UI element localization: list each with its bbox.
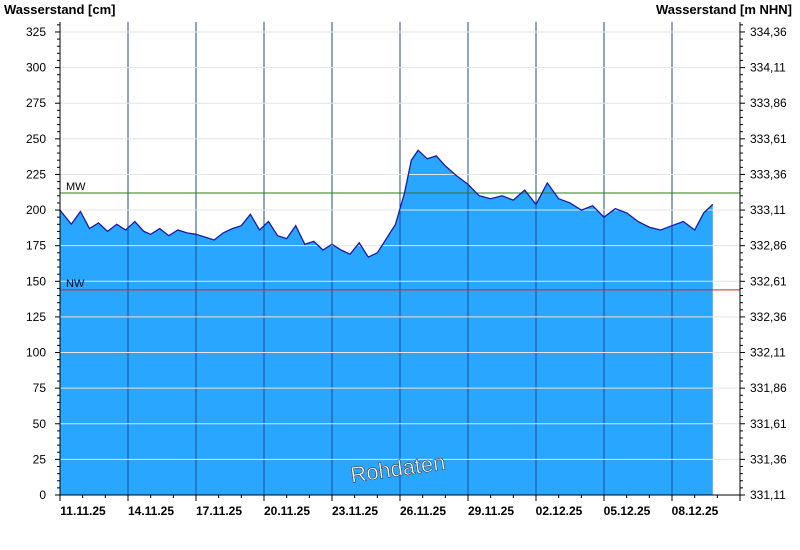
right-y-tick-label: 334,36 — [750, 25, 787, 39]
right-y-tick-label: 331,86 — [750, 381, 787, 395]
left-y-tick-label: 250 — [26, 132, 46, 146]
right-y-tick-label: 331,36 — [750, 452, 787, 466]
water-level-line — [59, 149, 714, 258]
left-y-tick-label: 225 — [26, 167, 46, 181]
right-y-tick-label: 333,36 — [750, 167, 787, 181]
left-y-tick-label: 125 — [26, 310, 46, 324]
right-y-tick-label: 334,11 — [750, 61, 786, 75]
right-y-tick-label: 332,86 — [750, 239, 787, 253]
x-tick-label: 17.11.25 — [196, 504, 242, 518]
left-axis-title: Wasserstand [cm] — [4, 2, 116, 17]
right-y-tick-label: 331,61 — [750, 417, 787, 431]
left-y-tick-label: 200 — [26, 203, 46, 217]
right-y-tick-label: 332,36 — [750, 310, 787, 324]
x-tick-label: 26.11.25 — [400, 504, 446, 518]
right-y-tick-label: 331,11 — [750, 488, 786, 502]
right-y-tick-label: 333,86 — [750, 96, 787, 110]
left-y-tick-label: 25 — [33, 452, 47, 466]
x-tick-label: 29.11.25 — [468, 504, 514, 518]
x-tick-label: 14.11.25 — [128, 504, 174, 518]
x-tick-label: 08.12.25 — [672, 504, 719, 518]
left-y-tick-label: 275 — [26, 96, 46, 110]
right-y-tick-label: 333,61 — [750, 132, 787, 146]
x-tick-label: 05.12.25 — [604, 504, 651, 518]
x-tick-label: 02.12.25 — [536, 504, 583, 518]
left-y-tick-label: 50 — [33, 417, 47, 431]
reference-label-mw: MW — [66, 181, 86, 193]
x-tick-label: 20.11.25 — [264, 504, 310, 518]
x-tick-label: 11.11.25 — [60, 504, 106, 518]
x-tick-label: 23.11.25 — [332, 504, 378, 518]
right-axis-title: Wasserstand [m NHN] — [656, 2, 792, 17]
left-y-tick-label: 150 — [26, 274, 46, 288]
reference-label-nw: NW — [66, 278, 85, 290]
water-level-area — [60, 150, 713, 495]
right-y-tick-label: 333,11 — [750, 203, 786, 217]
left-y-tick-label: 300 — [26, 61, 46, 75]
right-y-tick-label: 332,11 — [750, 346, 786, 360]
right-y-tick-label: 332,61 — [750, 274, 787, 288]
left-y-tick-label: 175 — [26, 239, 46, 253]
left-y-tick-label: 75 — [33, 381, 47, 395]
left-y-tick-label: 0 — [39, 488, 46, 502]
left-y-tick-label: 100 — [26, 346, 46, 360]
left-y-tick-label: 325 — [26, 25, 46, 39]
